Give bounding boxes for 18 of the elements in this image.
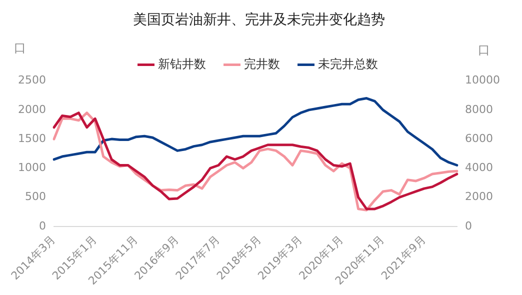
- y2-tick-label: 4000: [465, 161, 494, 174]
- legend-label: 新钻井数: [158, 56, 206, 71]
- y-tick-label: 0: [38, 219, 46, 232]
- y-tick-label: 500: [24, 190, 46, 204]
- legend-label: 完井数: [244, 56, 280, 71]
- y-tick-label: 2000: [18, 102, 46, 116]
- y2-tick-label: 6000: [465, 132, 494, 145]
- y2-axis-title: 口: [478, 42, 490, 57]
- y2-tick-label: 10000: [465, 74, 500, 87]
- chart-title: 美国页岩油新井、完井及未完井变化趋势: [133, 12, 385, 28]
- y2-tick-label: 0: [465, 219, 472, 232]
- legend-label: 未完井总数: [318, 56, 378, 71]
- y-tick-label: 1000: [18, 161, 46, 174]
- y-tick-label: 2500: [18, 74, 46, 87]
- y2-tick-label: 2000: [465, 190, 494, 204]
- y-axis-title: 口: [14, 40, 26, 55]
- y-tick-label: 1500: [18, 132, 46, 145]
- y2-tick-label: 8000: [465, 102, 494, 116]
